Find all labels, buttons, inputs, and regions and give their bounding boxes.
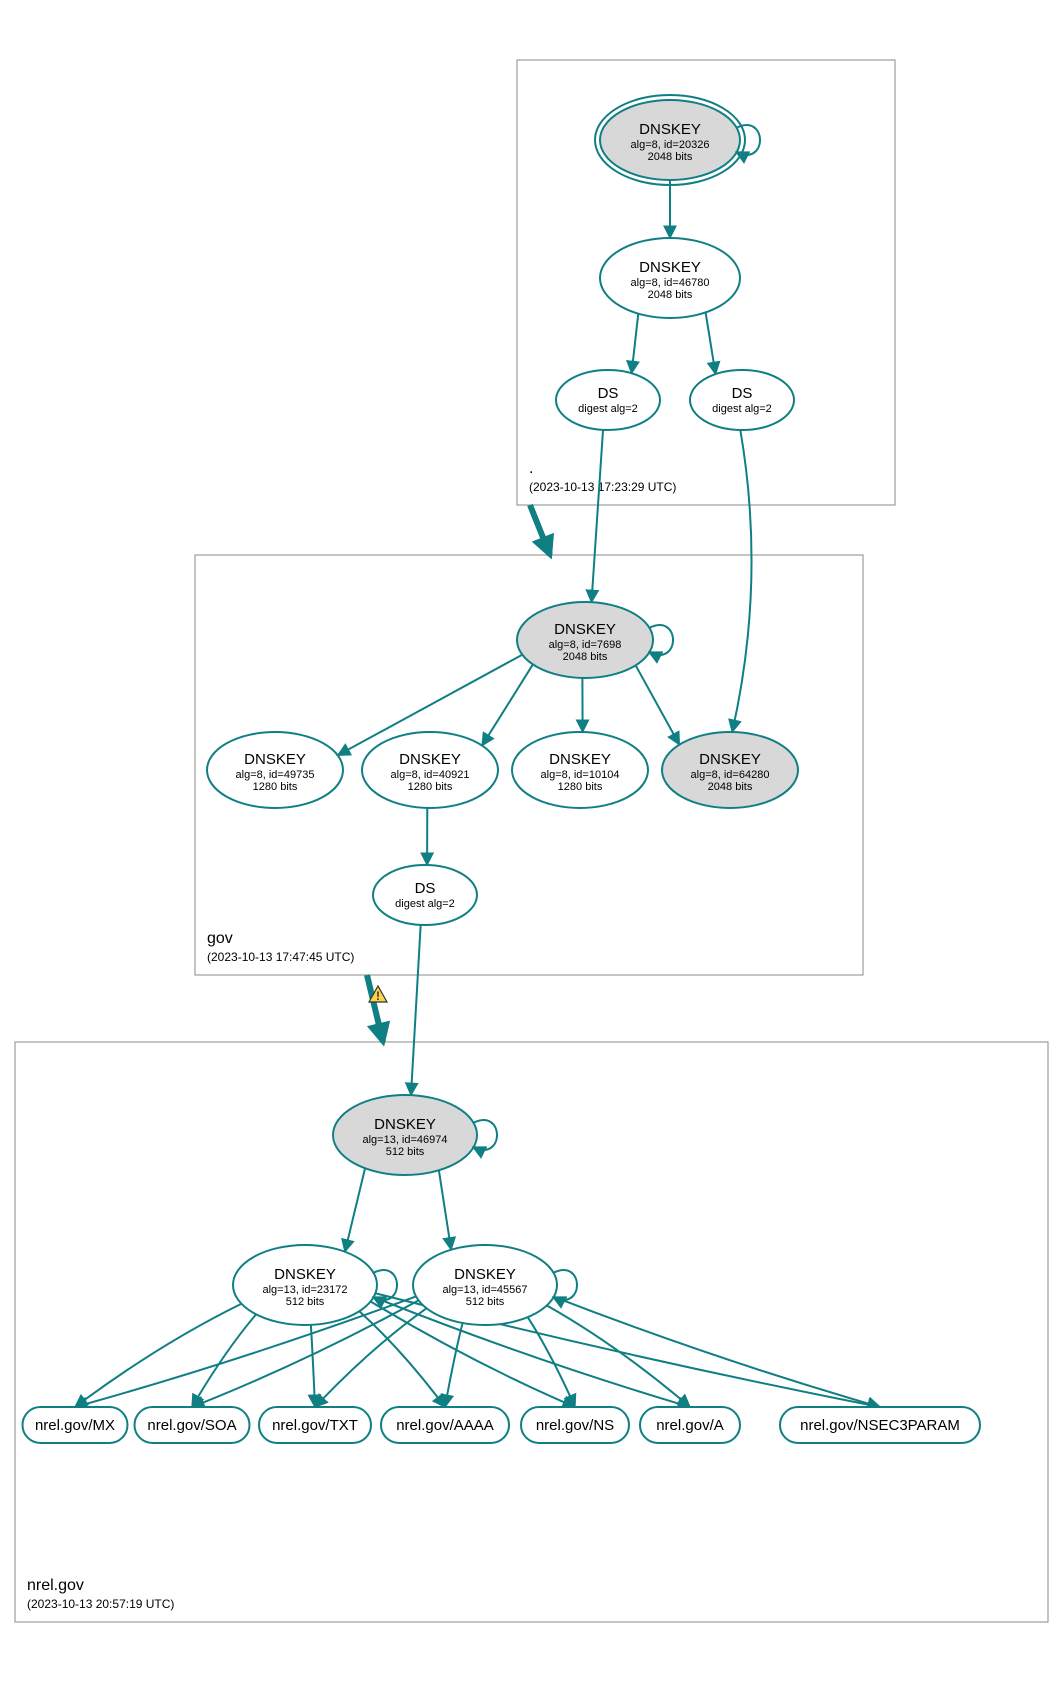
edge-nrel_ksk-nrel_z2 [439,1170,451,1249]
node-line3-nrel_z2: 512 bits [466,1296,505,1308]
rrset-label-rr_a: nrel.gov/A [656,1417,724,1434]
zone-timestamp-nrel: (2023-10-13 20:57:19 UTC) [27,1597,174,1611]
node-line2-gov_k1: alg=8, id=49735 [236,769,315,781]
node-title-nrel_z2: DNSKEY [454,1266,516,1283]
dnssec-graph: . (2023-10-13 17:23:29 UTC) gov (2023-10-13… [0,0,1063,1690]
node-line2-gov_ksk: alg=8, id=7698 [549,639,622,651]
node-title-root_ds1: DS [598,385,619,402]
node-line3-nrel_ksk: 512 bits [386,1146,425,1158]
node-title-nrel_z1: DNSKEY [274,1266,336,1283]
edge-nrel_z2-rr3 [445,1323,463,1407]
node-line3-root_ksk: 2048 bits [648,151,693,163]
rrset-label-rr_txt: nrel.gov/TXT [272,1417,358,1434]
node-line3-nrel_z1: 512 bits [286,1296,325,1308]
node-gov_k2: DNSKEYalg=8, id=409211280 bits [362,732,498,808]
rrset-rr_soa: nrel.gov/SOA [135,1407,250,1443]
rrset-label-rr_aaaa: nrel.gov/AAAA [396,1417,494,1434]
rrset-rr_ns: nrel.gov/NS [521,1407,629,1443]
zone-edge-gov-nrel [367,975,383,1042]
node-line2-gov_k2: alg=8, id=40921 [391,769,470,781]
node-nrel_z2: DNSKEYalg=13, id=45567512 bits [413,1245,577,1325]
node-line2-root_ksk: alg=8, id=20326 [631,139,710,151]
edge-root_ds1-gov_ksk [591,430,603,602]
node-line3-gov_k3: 1280 bits [558,781,603,793]
node-title-nrel_ksk: DNSKEY [374,1116,436,1133]
edge-gov_ksk-gov_k2 [482,664,533,745]
rrset-rr_mx: nrel.gov/MX [23,1407,128,1443]
node-line2-gov_k3: alg=8, id=10104 [541,769,620,781]
node-title-gov_k3: DNSKEY [549,751,611,768]
zone-edge-root-gov [530,505,550,555]
rrset-rr_txt: nrel.gov/TXT [259,1407,371,1443]
edge-nrel_z1-rr0 [75,1304,241,1407]
svg-text:!: ! [376,989,380,1003]
rrset-rr_nsec: nrel.gov/NSEC3PARAM [780,1407,980,1443]
edge-nrel_z2-rr0 [75,1296,416,1407]
rrset-label-rr_mx: nrel.gov/MX [35,1417,115,1434]
node-title-root_ds2: DS [732,385,753,402]
rrset-label-rr_nsec: nrel.gov/NSEC3PARAM [800,1417,960,1434]
node-line3-gov_k1: 1280 bits [253,781,298,793]
node-root_zsk: DNSKEYalg=8, id=467802048 bits [600,238,740,318]
node-title-root_ksk: DNSKEY [639,121,701,138]
node-line2-root_zsk: alg=8, id=46780 [631,277,710,289]
zone-label-gov: gov [207,930,233,947]
node-gov_ds: DSdigest alg=2 [373,865,477,925]
node-gov_k3: DNSKEYalg=8, id=101041280 bits [512,732,648,808]
rrset-rr_aaaa: nrel.gov/AAAA [381,1407,509,1443]
edge-gov_ksk-gov_k4 [636,665,680,744]
zone-label-nrel: nrel.gov [27,1577,84,1594]
edge-nrel_z2-rr6 [554,1297,880,1407]
zone-timestamp-gov: (2023-10-13 17:47:45 UTC) [207,950,354,964]
node-line2-nrel_z2: alg=13, id=45567 [442,1284,527,1296]
rrset-label-rr_ns: nrel.gov/NS [536,1417,614,1434]
node-line3-gov_k4: 2048 bits [708,781,753,793]
node-gov_k1: DNSKEYalg=8, id=497351280 bits [207,732,343,808]
node-line3-gov_ksk: 2048 bits [563,651,608,663]
edge-gov_ds-nrel_ksk [411,925,421,1095]
zone-timestamp-root: (2023-10-13 17:23:29 UTC) [529,480,676,494]
node-line2-nrel_z1: alg=13, id=23172 [262,1284,347,1296]
node-line2-nrel_ksk: alg=13, id=46974 [362,1134,447,1146]
node-line3-root_zsk: 2048 bits [648,289,693,301]
edge-nrel_z1-rr2 [311,1325,315,1407]
node-line3-gov_k2: 1280 bits [408,781,453,793]
node-line2-root_ds2: digest alg=2 [712,403,772,415]
node-root_ds1: DSdigest alg=2 [556,370,660,430]
node-gov_ksk: DNSKEYalg=8, id=76982048 bits [517,602,673,678]
node-root_ds2: DSdigest alg=2 [690,370,794,430]
node-title-gov_k2: DNSKEY [399,751,461,768]
edge-root_zsk-root_ds1 [632,314,639,374]
node-title-gov_k1: DNSKEY [244,751,306,768]
node-title-root_zsk: DNSKEY [639,259,701,276]
node-line2-gov_ds: digest alg=2 [395,898,455,910]
node-gov_k4: DNSKEYalg=8, id=642802048 bits [662,732,798,808]
edge-root_ds2-gov_k4 [732,430,751,732]
zone-label-root: . [529,460,533,477]
edge-root_zsk-root_ds2 [706,312,716,374]
node-root_ksk: DNSKEYalg=8, id=203262048 bits [595,95,760,185]
rrset-rr_a: nrel.gov/A [640,1407,740,1443]
node-title-gov_k4: DNSKEY [699,751,761,768]
node-title-gov_ds: DS [415,880,436,897]
node-nrel_ksk: DNSKEYalg=13, id=46974512 bits [333,1095,497,1175]
rrset-label-rr_soa: nrel.gov/SOA [147,1417,236,1434]
node-line2-root_ds1: digest alg=2 [578,403,638,415]
node-line2-gov_k4: alg=8, id=64280 [691,769,770,781]
node-title-gov_ksk: DNSKEY [554,621,616,638]
edge-nrel_ksk-nrel_z1 [345,1168,365,1251]
